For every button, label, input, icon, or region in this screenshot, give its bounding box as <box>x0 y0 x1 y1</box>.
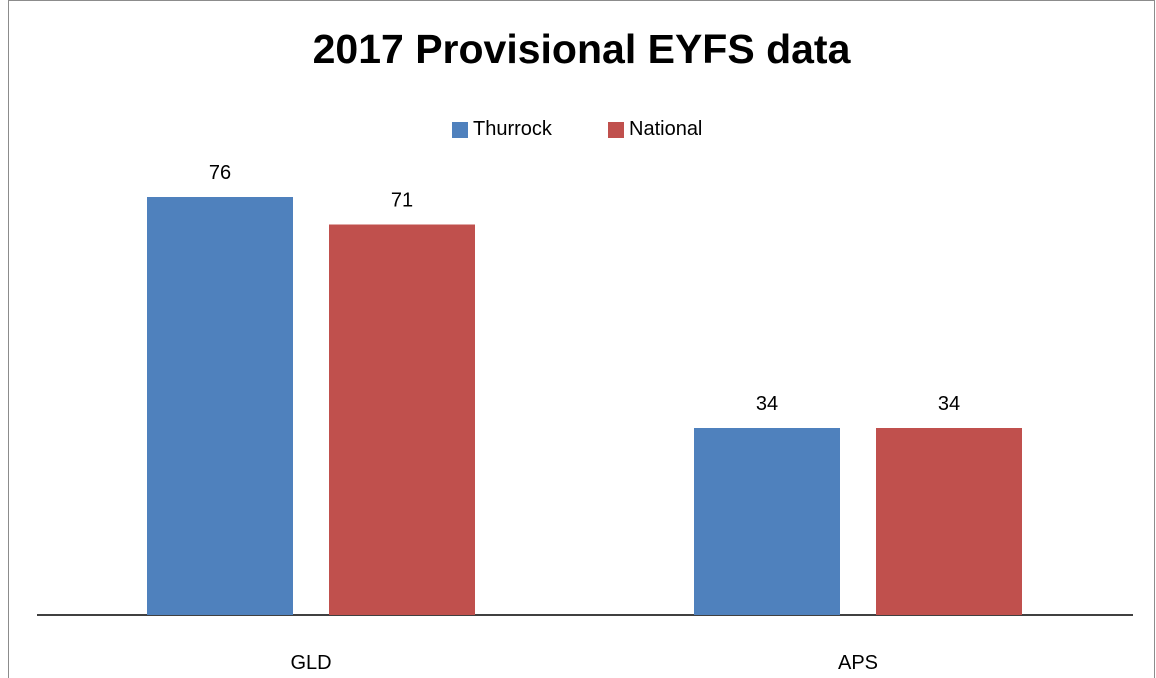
legend-label-series-2: National <box>629 118 703 140</box>
chart-title: 2017 Provisional EYFS data <box>312 26 851 72</box>
bar-gld-national <box>329 224 475 615</box>
bar-gld-thurrock <box>147 197 293 615</box>
legend-label-series-1: Thurrock <box>473 118 552 140</box>
x-tick-label-gld: GLD <box>290 652 331 674</box>
bar-aps-national <box>876 428 1022 615</box>
bar-aps-thurrock <box>694 428 840 615</box>
legend-swatch-series-1 <box>452 121 468 138</box>
data-label-aps-thurrock: 34 <box>756 393 778 415</box>
x-tick-label-aps: APS <box>838 652 878 674</box>
legend-swatch-series-2 <box>608 121 624 138</box>
data-label-gld-thurrock: 76 <box>209 162 231 184</box>
legend-item-series-1: Thurrock <box>452 118 552 141</box>
data-label-gld-national: 71 <box>391 190 413 212</box>
legend-item-series-2: National <box>608 118 702 141</box>
chart-legend: Thurrock National <box>0 116 1156 146</box>
data-label-aps-national: 34 <box>938 393 960 415</box>
